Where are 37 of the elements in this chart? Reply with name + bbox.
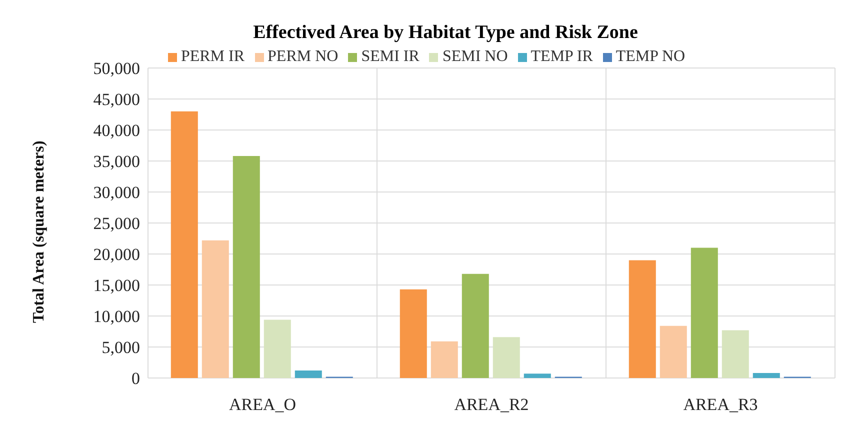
bar: [170, 111, 198, 378]
x-tick-label: AREA_R3: [683, 395, 758, 414]
bar: [430, 341, 458, 378]
y-tick-label: 25,000: [93, 214, 140, 234]
legend-label: PERM NO: [268, 48, 338, 65]
y-tick-label: 10,000: [93, 307, 140, 326]
y-tick-label: 30,000: [93, 183, 140, 202]
bar: [294, 370, 322, 378]
y-tick-label: 5,000: [102, 338, 140, 358]
x-tick-label: AREA_O: [228, 395, 296, 414]
y-tick-label: 50,000: [93, 59, 140, 78]
legend-label: TEMP IR: [530, 48, 593, 65]
y-tick-label: 0: [132, 369, 140, 388]
legend-label: TEMP NO: [616, 48, 686, 65]
bar: [264, 320, 291, 378]
bar: [690, 248, 718, 378]
legend-label: SEMI NO: [442, 48, 508, 65]
bar: [524, 374, 551, 378]
y-tick-label: 45,000: [93, 90, 140, 110]
bar: [492, 337, 520, 378]
bar: [400, 289, 427, 378]
bar: [462, 274, 489, 378]
bar: [722, 330, 749, 378]
y-axis-title: Total Area (square meters): [30, 140, 48, 323]
bar: [628, 260, 656, 378]
bar: [232, 156, 260, 378]
y-tick-label: 20,000: [93, 245, 140, 264]
chart-title: Effectived Area by Habitat Type and Risk Zone: [252, 21, 639, 45]
y-tick-label: 40,000: [93, 121, 140, 140]
x-tick-label: AREA_R2: [454, 395, 529, 414]
legend-label: SEMI IR: [361, 48, 420, 65]
legend-label: PERM IR: [180, 48, 245, 65]
y-tick-label: 35,000: [93, 152, 140, 172]
bar: [202, 240, 229, 378]
y-tick-label: 15,000: [93, 276, 140, 296]
bar: [660, 326, 687, 378]
bar: [752, 373, 780, 378]
